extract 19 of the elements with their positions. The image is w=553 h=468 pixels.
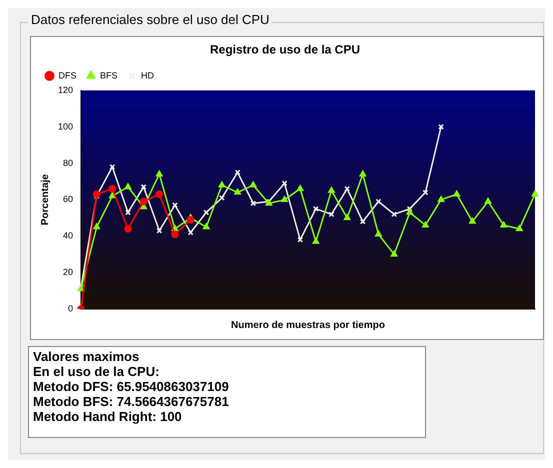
- y-tick-label: 100: [58, 121, 74, 132]
- y-tick-label: 40: [63, 230, 74, 241]
- y-tick-label: 120: [58, 84, 74, 95]
- text: Metodo DFS: 65.9540863037109: [33, 379, 230, 394]
- y-tick-label: 20: [63, 267, 74, 278]
- y-tick-label: 60: [63, 194, 74, 204]
- y-tick-label: 0: [68, 303, 74, 314]
- text: Metodo Hand Right: 100: [33, 409, 183, 424]
- legend-label: HD: [141, 70, 155, 80]
- text: Valores maximos: [33, 349, 140, 364]
- legend-label: BFS: [100, 70, 118, 80]
- chart-title: Registro de uso de la CPU: [210, 42, 360, 57]
- text: Metodo BFS: 74.5664367675781: [33, 394, 230, 409]
- text: Datos referenciales sobre el uso del CPU: [28, 12, 272, 27]
- y-tick-label: 80: [63, 158, 74, 168]
- legend-label: DFS: [58, 70, 76, 80]
- y-axis-title: Porcentaje: [40, 174, 51, 226]
- text: En el uso de la CPU:: [33, 364, 160, 379]
- x-axis-title: Numero de muestras por tiempo: [231, 320, 385, 331]
